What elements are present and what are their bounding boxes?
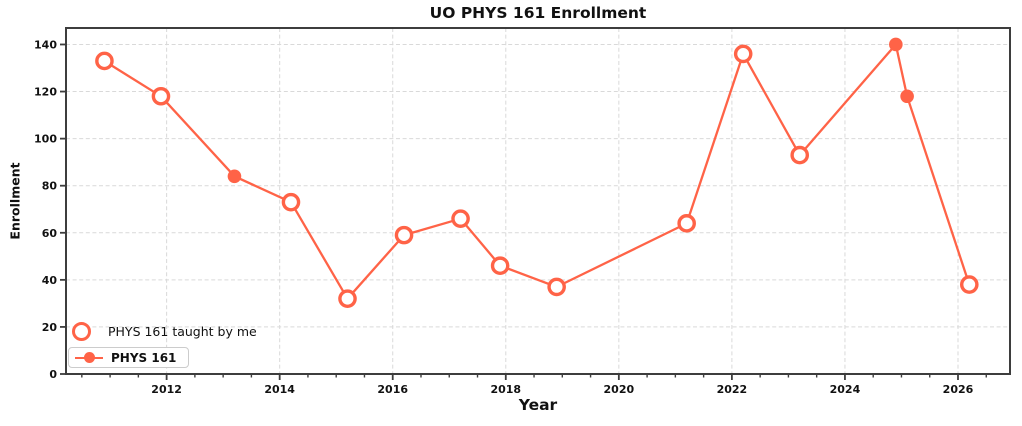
x-tick-label: 2016 — [377, 383, 408, 396]
y-tick-label: 60 — [42, 227, 58, 240]
data-point-taught-by-me — [95, 51, 114, 71]
x-tick-label: 2014 — [264, 383, 295, 396]
y-tick-label: 80 — [42, 180, 58, 193]
data-point-taught-by-me — [733, 44, 753, 64]
data-point-other-instructor — [900, 89, 914, 104]
y-tick-label: 140 — [34, 38, 57, 51]
x-tick-label: 2022 — [717, 383, 748, 396]
data-point-taught-by-me — [394, 225, 414, 245]
data-point-taught-by-me — [451, 209, 470, 228]
x-axis-label: Year — [518, 396, 558, 414]
legend-label-phys161: PHYS 161 — [111, 350, 177, 365]
data-point-other-instructor — [889, 37, 903, 52]
data-point-taught-by-me — [677, 214, 696, 233]
data-point-taught-by-me — [490, 256, 510, 276]
open-circle-marker-icon — [72, 321, 91, 341]
data-point-taught-by-me — [960, 275, 979, 294]
plot-frame — [65, 27, 1011, 375]
y-tick-label: 100 — [34, 133, 57, 146]
data-point-taught-by-me — [338, 289, 357, 308]
legend-label-taught-by-me: PHYS 161 taught by me — [108, 323, 257, 339]
y-tick-label: 20 — [42, 321, 58, 334]
y-tick-label: 0 — [49, 368, 57, 381]
x-tick-label: 2018 — [490, 383, 521, 396]
data-point-other-instructor — [227, 169, 242, 184]
x-tick-label: 2024 — [830, 383, 861, 396]
legend-entry-phys161: PHYS 161 — [68, 347, 190, 368]
chart-title: UO PHYS 161 Enrollment — [429, 4, 647, 22]
data-point-taught-by-me — [547, 277, 566, 297]
legend-entry-taught-by-me: PHYS 161 taught by me — [72, 320, 257, 342]
x-tick-label: 2020 — [604, 383, 635, 396]
x-tick-label: 2026 — [943, 383, 974, 396]
y-tick-label: 40 — [42, 274, 58, 287]
x-tick-label: 2012 — [151, 383, 182, 396]
filled-circle-line-marker-icon — [75, 351, 103, 364]
data-point-taught-by-me — [151, 86, 171, 106]
y-tick-label: 120 — [34, 86, 57, 99]
data-point-taught-by-me — [790, 145, 810, 165]
data-point-taught-by-me — [281, 192, 301, 212]
